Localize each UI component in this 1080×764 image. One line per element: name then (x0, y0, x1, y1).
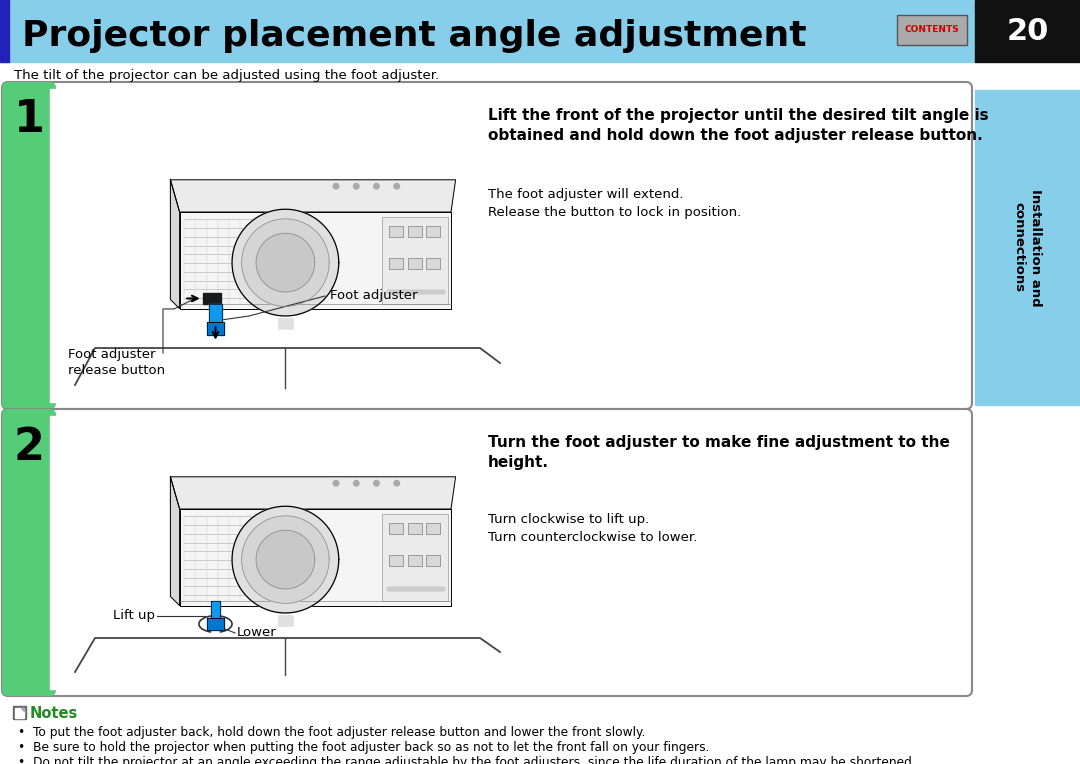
Text: Release the button to lock in position.: Release the button to lock in position. (488, 206, 741, 219)
Text: 20: 20 (1007, 18, 1049, 47)
Text: •  Do not tilt the projector at an angle exceeding the range adjustable by the f: • Do not tilt the projector at an angle … (18, 756, 916, 764)
Bar (427, 555, 440, 566)
Text: •  To put the foot adjuster back, hold down the foot adjuster release button and: • To put the foot adjuster back, hold do… (18, 726, 646, 739)
Polygon shape (334, 481, 339, 486)
Bar (210, 304, 221, 322)
Polygon shape (179, 509, 451, 606)
Polygon shape (242, 219, 329, 306)
Polygon shape (353, 481, 359, 486)
Bar (387, 290, 444, 293)
Polygon shape (374, 481, 379, 486)
Bar (382, 513, 448, 601)
FancyBboxPatch shape (897, 15, 967, 45)
Bar (975, 0, 1080, 62)
Polygon shape (232, 209, 339, 316)
Text: Lift the front of the projector until the desired tilt angle is
obtained and hol: Lift the front of the projector until th… (488, 108, 988, 144)
Polygon shape (353, 183, 359, 189)
Text: Notes: Notes (30, 705, 78, 720)
Bar (278, 615, 293, 626)
Text: 2: 2 (13, 426, 44, 468)
Bar (390, 523, 403, 534)
Bar (408, 523, 421, 534)
Text: Lift up: Lift up (113, 610, 156, 623)
Polygon shape (256, 233, 314, 292)
Bar (0, 0, 975, 62)
Text: Turn the foot adjuster to make fine adjustment to the
height.: Turn the foot adjuster to make fine adju… (488, 435, 950, 471)
Polygon shape (171, 477, 456, 509)
Text: •  Be sure to hold the projector when putting the foot adjuster back so as not t: • Be sure to hold the projector when put… (18, 741, 710, 754)
Bar (408, 555, 421, 566)
Polygon shape (242, 516, 329, 604)
Polygon shape (171, 180, 179, 309)
Text: The tilt of the projector can be adjusted using the foot adjuster.: The tilt of the projector can be adjuste… (14, 70, 440, 83)
Bar (427, 226, 440, 237)
Polygon shape (179, 212, 451, 309)
Bar (387, 588, 444, 590)
Bar (390, 258, 403, 269)
Text: CONTENTS: CONTENTS (905, 25, 959, 34)
FancyBboxPatch shape (2, 409, 972, 696)
Text: Installation and
connections: Installation and connections (1012, 189, 1042, 306)
Bar (382, 217, 448, 304)
Polygon shape (374, 183, 379, 189)
Bar (387, 290, 444, 293)
Text: Lower: Lower (237, 626, 276, 639)
Polygon shape (171, 477, 179, 606)
Polygon shape (232, 507, 339, 613)
Text: The foot adjuster will extend.: The foot adjuster will extend. (488, 188, 684, 201)
Polygon shape (256, 530, 314, 589)
Bar (427, 523, 440, 534)
Bar (50, 89, 60, 402)
Text: Projector placement angle adjustment: Projector placement angle adjustment (22, 19, 807, 53)
Polygon shape (394, 481, 400, 486)
Bar (0, 0, 9, 62)
Bar (211, 601, 220, 617)
Bar (207, 322, 224, 335)
Polygon shape (171, 180, 456, 212)
Bar (390, 226, 403, 237)
FancyBboxPatch shape (2, 82, 56, 409)
Bar (15, 707, 24, 717)
Bar (387, 290, 444, 293)
Polygon shape (21, 707, 24, 711)
Bar (387, 588, 444, 590)
Bar (975, 90, 1080, 405)
Bar (203, 293, 221, 304)
Bar (387, 588, 444, 590)
Text: Turn clockwise to lift up.: Turn clockwise to lift up. (488, 513, 649, 526)
Bar (427, 258, 440, 269)
Bar (390, 555, 403, 566)
Bar (207, 617, 224, 630)
Bar (408, 258, 421, 269)
Text: 1: 1 (13, 99, 44, 141)
Polygon shape (394, 183, 400, 189)
Text: Foot adjuster: Foot adjuster (330, 290, 418, 303)
Bar (408, 226, 421, 237)
FancyBboxPatch shape (2, 409, 56, 696)
Bar (13, 706, 26, 719)
Polygon shape (334, 183, 339, 189)
Bar (387, 588, 444, 590)
Bar (387, 290, 444, 293)
Bar (50, 416, 60, 689)
Text: Foot adjuster
release button: Foot adjuster release button (68, 348, 165, 377)
FancyBboxPatch shape (2, 82, 972, 409)
Bar (278, 318, 293, 329)
Text: Turn counterclockwise to lower.: Turn counterclockwise to lower. (488, 531, 698, 544)
